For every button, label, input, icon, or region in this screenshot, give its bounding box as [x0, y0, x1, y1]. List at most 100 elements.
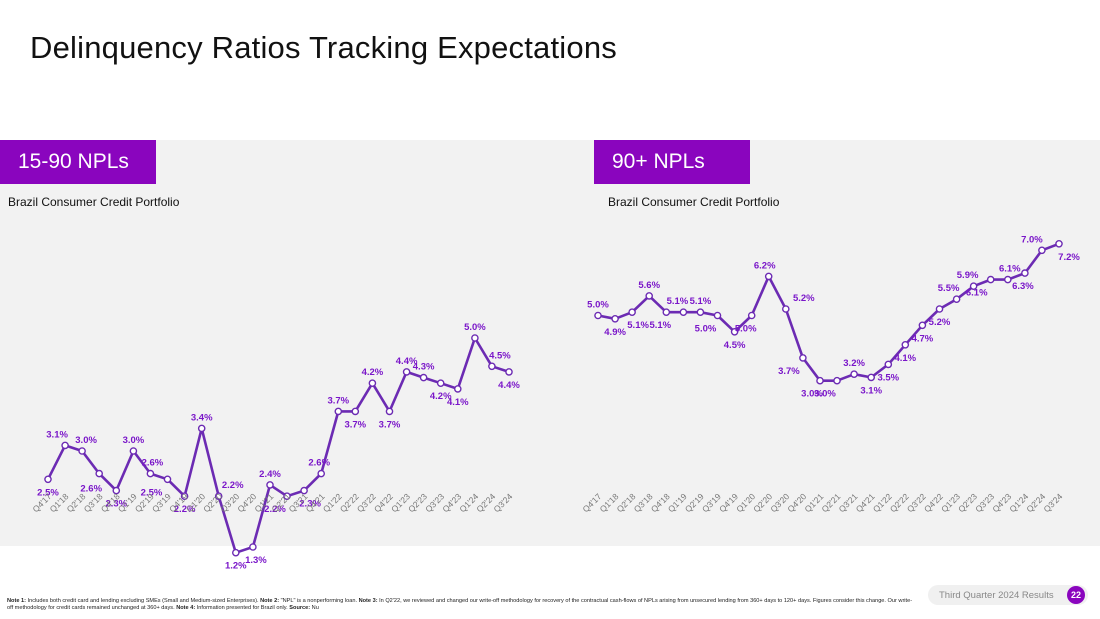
footnote-label: Note 3: [358, 598, 378, 604]
footnote: Note 1: Includes both credit card and le… [7, 598, 917, 612]
data-label: 2.4% [259, 469, 281, 480]
footnote-label: Note 2: [260, 598, 280, 604]
data-label: 2.3% [105, 499, 127, 510]
data-point [884, 360, 893, 369]
footnote-label: Note 4: [176, 605, 196, 611]
data-label: 2.6% [142, 458, 164, 469]
data-label: 3.5% [877, 372, 899, 383]
series-line [46, 336, 510, 555]
data-point [95, 469, 103, 478]
data-point [163, 475, 172, 484]
data-label: 4.5% [489, 350, 511, 361]
data-label: 5.0% [587, 300, 609, 311]
data-label: 3.0% [801, 389, 823, 400]
data-point [901, 340, 910, 349]
data-point [214, 492, 223, 501]
data-point [696, 308, 705, 317]
data-label: 5.1% [667, 296, 689, 307]
data-label: 6.2% [754, 260, 776, 271]
footnote-text: "NPL" is a nonperforming loan. [279, 598, 359, 604]
footnote-text: Information presented for Brazil only. [195, 605, 290, 611]
footnote-text: In Q2'22, we reviewed and changed our wr… [7, 598, 913, 611]
data-label: 3.0% [123, 435, 145, 446]
data-point [935, 305, 944, 313]
data-label: 3.2% [843, 358, 865, 369]
data-point [44, 475, 52, 484]
data-point [1004, 275, 1012, 284]
data-label: 4.5% [724, 340, 746, 351]
data-point [351, 407, 360, 416]
data-point [249, 543, 257, 551]
charts-panel [0, 140, 1100, 546]
data-label: 2.5% [37, 487, 59, 498]
data-label: 2.6% [80, 484, 102, 495]
data-point [611, 314, 619, 323]
data-point [679, 308, 688, 317]
data-point [266, 481, 274, 489]
data-label: 4.4% [498, 380, 520, 391]
footnote-text: Includes both credit card and lending ex… [25, 598, 261, 604]
data-point [180, 492, 189, 501]
data-point [747, 311, 756, 320]
data-label: 5.0% [464, 322, 486, 333]
x-tick-label: Q3'24 [1041, 491, 1064, 514]
data-label: 3.7% [778, 366, 800, 377]
data-label: 4.9% [604, 327, 626, 338]
data-label: 3.4% [191, 412, 213, 423]
data-label: 5.6% [638, 280, 660, 291]
data-point [112, 486, 121, 495]
data-point [969, 282, 978, 291]
data-label: 5.0% [735, 324, 757, 335]
data-point [867, 373, 876, 382]
data-point [1021, 269, 1029, 277]
data-point [952, 295, 961, 304]
data-point [471, 334, 479, 342]
data-point [799, 354, 807, 362]
data-point [628, 308, 636, 317]
data-point [146, 469, 155, 478]
chart-badge-15-90: 15-90 NPLs [0, 140, 156, 184]
data-point [78, 447, 86, 455]
data-label: 4.3% [413, 362, 435, 373]
data-label: 3.1% [860, 385, 882, 396]
data-point [645, 292, 654, 300]
chart-badge-90-plus: 90+ NPLs [594, 140, 750, 184]
data-point [782, 305, 790, 313]
data-point [1038, 246, 1046, 255]
data-label: 3.0% [75, 435, 97, 446]
data-label: 6.3% [1012, 281, 1034, 292]
data-point [231, 548, 240, 557]
data-point [368, 379, 377, 388]
data-label: 1.2% [225, 561, 247, 572]
data-point [594, 311, 602, 320]
data-label: 4.1% [894, 353, 916, 364]
data-label: 7.0% [1021, 234, 1043, 245]
data-label: 4.1% [447, 397, 469, 408]
data-point [505, 368, 513, 376]
chart-subtitle-15-90: Brazil Consumer Credit Portfolio [8, 195, 180, 209]
data-label: 5.0% [695, 324, 717, 335]
data-label: 5.2% [793, 293, 815, 304]
data-point [283, 492, 291, 501]
data-point [986, 275, 995, 284]
results-label: Third Quarter 2024 Results [939, 590, 1054, 601]
data-label: 4.2% [430, 391, 452, 402]
data-point [317, 469, 326, 478]
results-pill [928, 585, 1088, 605]
data-label: 2.3% [299, 499, 321, 510]
data-point [300, 486, 308, 495]
data-label: 5.1% [627, 320, 649, 331]
data-label: 4.7% [912, 333, 934, 344]
data-point [1055, 239, 1063, 248]
data-point [713, 311, 722, 320]
data-label: 4.2% [362, 367, 384, 378]
data-label: 4.4% [396, 356, 418, 367]
data-point [662, 308, 671, 317]
data-point [488, 362, 496, 371]
data-point [402, 368, 411, 376]
footnote-label: Note 1: [7, 598, 26, 604]
data-label: 6.1% [966, 288, 988, 299]
data-point [816, 376, 824, 385]
